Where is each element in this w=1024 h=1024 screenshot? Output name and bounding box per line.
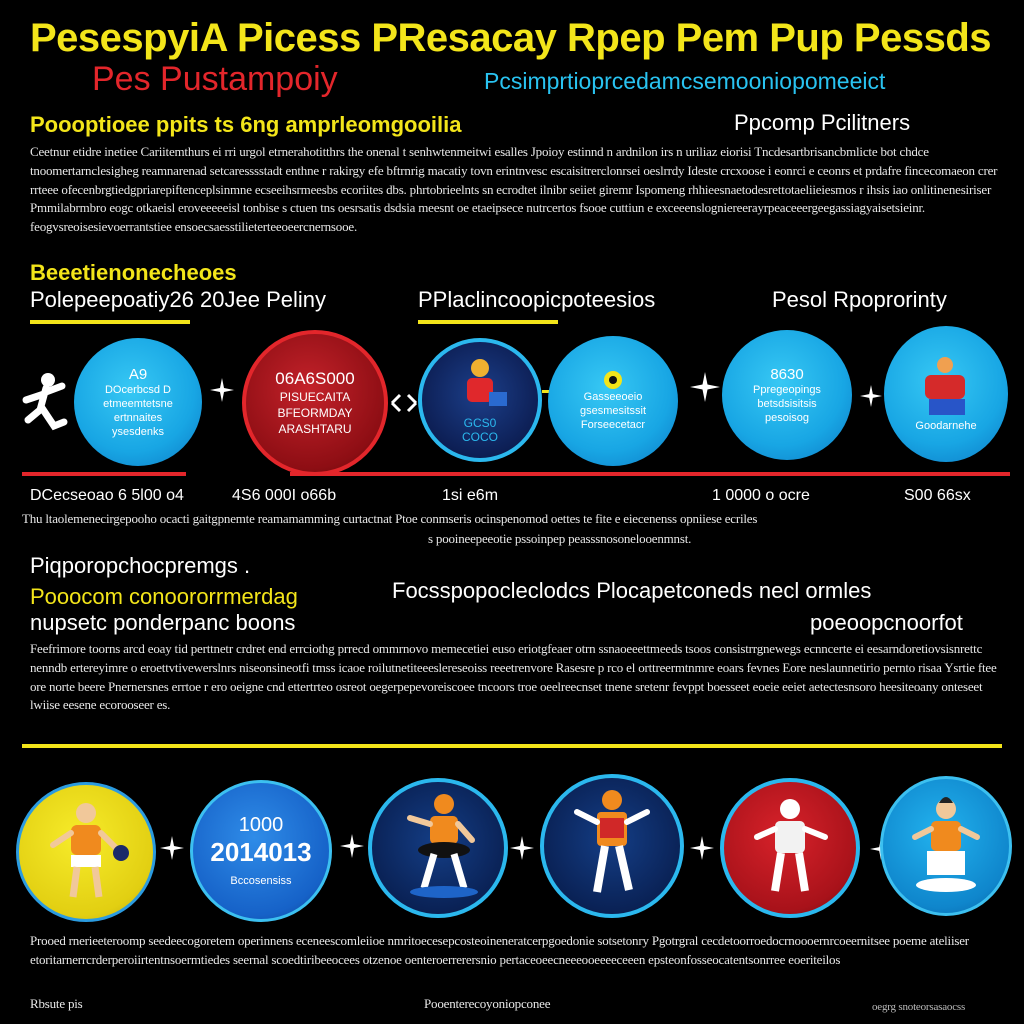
footer-last-center: Pooenterecoyoniopconee <box>424 996 551 1011</box>
process-step-1: A9 DOcerbcsd D etmeemtetsne ertnnaites y… <box>74 338 202 466</box>
bottom-step-2: 1000 2014013 Bccosensiss <box>190 780 332 922</box>
section3-heading-c: nupsetc ponderpanc boons <box>30 610 296 635</box>
connector-star-icon <box>510 836 534 865</box>
divider-red-left <box>22 472 186 476</box>
page-subtitle-red: Pes Pustampoiy <box>92 60 338 98</box>
process-underline-yellow <box>30 320 190 324</box>
bottom-step-1 <box>16 782 156 922</box>
process-step-3: GCS0 COCO <box>418 338 542 462</box>
connector-star-icon <box>690 836 714 865</box>
dancer-figure-icon <box>50 803 129 898</box>
bottom-step-2-number: 1000 <box>238 814 284 836</box>
value-5: S00 66sx <box>904 487 971 504</box>
process-heading-b: Polepeepoatiy26 20Jee Peliny <box>30 287 327 312</box>
bottom-step-2-text: Bccosensiss <box>230 875 292 887</box>
step-5-text: Ppregeopings betsdsisitsis pesoisog <box>753 383 821 424</box>
section3-heading-right: poeoopcnoorfot <box>810 610 963 635</box>
dancer-figure-icon <box>912 797 980 892</box>
divider-red-right <box>290 472 1010 476</box>
intro-side-heading: Ppcomp Pcilitners <box>734 110 911 135</box>
step-2-text: PISUECAITA BFEORMDAY ARASHTARU <box>277 390 353 436</box>
process-step-4: Gasseeoeio gsesmesitssit Forseecetacr <box>548 336 678 466</box>
step-1-number: A9 <box>128 365 148 383</box>
divider-yellow <box>22 744 1002 748</box>
step-2-number: 06A6S000 <box>275 369 355 388</box>
value-3: 1si e6m <box>442 487 499 504</box>
step-5-number: 8630 <box>770 365 804 383</box>
worker-figure-icon <box>467 359 507 406</box>
dancer-figure-icon <box>407 794 478 898</box>
page-title: PesespyiA Picess PResacay Rpep Pem Pup P… <box>30 16 992 60</box>
footer-signature: oegrg snoteorsasaocss <box>872 1001 966 1013</box>
connector-line <box>542 390 552 393</box>
connector-star-icon <box>210 378 234 407</box>
step-6-label: Goodarnehe <box>915 420 977 432</box>
section3-heading-center: Focsspopocleclodcs Plocapetconeds necl o… <box>392 578 872 603</box>
section3-heading-a: Piqporopchocpremgs . <box>30 553 251 578</box>
intro-paragraph: Ceetnur etidre inetiee Cariitemthurs ei … <box>30 144 998 235</box>
intro-heading: Poooptioee ppits ts 6ng amprleomgooilia <box>30 112 462 137</box>
connector-star-icon <box>860 385 882 412</box>
footer-last-left: Rbsute pis <box>30 996 83 1011</box>
value-1: DCecseoao 6 5l00 o4 <box>30 487 184 504</box>
bottom-step-5 <box>720 778 860 918</box>
bottom-step-4 <box>540 774 684 918</box>
process-step-5: 8630 Ppregeopings betsdsisitsis pesoisog <box>722 330 852 460</box>
page-subtitle-blue: Pcsimprtioprcedamcsemooniopomeeict <box>484 68 886 94</box>
bottom-step-3 <box>368 778 508 918</box>
process-step-2: 06A6S000 PISUECAITA BFEORMDAY ARASHTARU <box>242 330 388 476</box>
runner-figure-icon <box>18 370 74 440</box>
seated-person-icon <box>925 357 965 415</box>
connector-arrows-icon <box>390 393 418 418</box>
process-heading-center: PPlaclincoopicpoteesios <box>418 287 656 312</box>
bottom-step-6 <box>880 776 1012 916</box>
section3-heading-b: Pooocom conoororrmerdag <box>30 584 298 609</box>
bottom-step-2-big: 2014013 <box>210 837 312 867</box>
step-1-text: DOcerbcsd D etmeemtetsne ertnnaites yses… <box>103 383 173 438</box>
connector-star-icon <box>160 836 184 865</box>
process-heading-a: Beeetienonecheoes <box>30 260 237 285</box>
process-caption-2: s pooineepeeotie pssoinpep peasssnosonel… <box>428 531 692 546</box>
value-2: 4S6 000I o66b <box>232 487 337 504</box>
dancer-figure-icon <box>574 790 650 893</box>
process-underline-center <box>418 320 558 324</box>
process-caption-1: Thu ltaolemenecirgepooho ocacti gaitgpne… <box>22 511 758 526</box>
connector-star-icon <box>340 834 364 863</box>
process-step-6: Goodarnehe <box>884 326 1008 462</box>
section3-paragraph: Feefrimore toorns arcd eoay tid perttnet… <box>30 641 997 713</box>
footer-paragraph: Prooed rnerieeteroomp seedeecogoretem op… <box>30 933 969 967</box>
step-4-text: Gasseeoeio gsesmesitssit Forseecetacr <box>579 391 647 431</box>
step-3-label: GCS0 COCO <box>462 416 498 444</box>
dancer-figure-icon <box>754 799 828 892</box>
process-heading-right: Pesol Rpoprorinty <box>772 287 947 312</box>
connector-star-icon <box>690 372 720 407</box>
value-4: 1 0000 o ocre <box>712 487 810 504</box>
